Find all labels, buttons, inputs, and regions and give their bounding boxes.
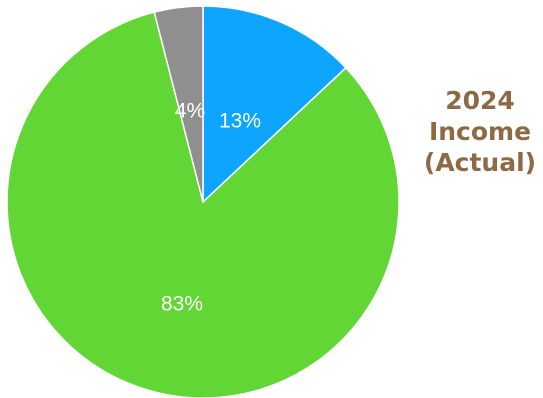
chart-title: 2024 Income (Actual) <box>400 86 543 178</box>
pie-slice-2 <box>6 11 400 398</box>
pie-slice-3 <box>153 5 204 203</box>
slice-label-1: 13% <box>219 110 261 133</box>
chart-title-line-2: Income <box>428 116 532 146</box>
pie-slice-1 <box>202 5 347 204</box>
chart-title-line-1: 2024 <box>445 86 515 115</box>
slice-label-3: 4% <box>175 100 205 123</box>
slice-label-2: 83% <box>161 293 203 316</box>
chart-title-line-3: (Actual) <box>423 147 537 177</box>
